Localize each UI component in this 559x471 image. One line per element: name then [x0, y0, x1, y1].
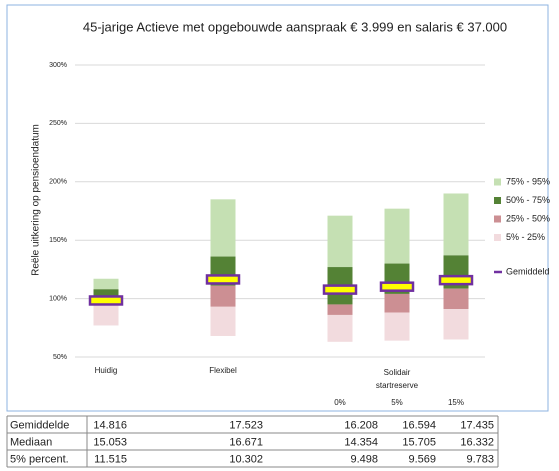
range-bar: [93, 278, 119, 290]
mean-marker: [379, 281, 415, 292]
table-row-label: Gemiddelde: [10, 419, 69, 431]
table-row-label: Mediaan: [10, 436, 52, 448]
x-tick-label: 5%: [391, 398, 403, 407]
y-axis-label: Reële uitkering op pensioendatum: [31, 124, 42, 276]
table-cell: 15.705: [402, 436, 436, 448]
range-bar: [210, 285, 236, 307]
table-cell: 9.783: [466, 453, 494, 465]
x-tick-label: 0%: [334, 398, 346, 407]
range-bar: [384, 312, 410, 341]
x-tick-label: 15%: [448, 398, 464, 407]
table-cell: 17.435: [460, 419, 494, 431]
x-tick-label: Flexibel: [209, 366, 237, 375]
table-cell: 14.354: [344, 436, 378, 448]
legend-swatch: [494, 234, 501, 241]
table-cell: 15.053: [93, 436, 127, 448]
table-cell: 9.498: [350, 453, 378, 465]
table-cell: 14.816: [93, 419, 127, 431]
y-tick-label: 50%: [53, 354, 67, 361]
table-cell: 17.523: [229, 419, 263, 431]
range-bar: [93, 289, 119, 299]
y-tick-label: 200%: [49, 179, 67, 186]
table-cell: 9.569: [408, 453, 436, 465]
range-bar: [443, 193, 469, 256]
mean-marker: [438, 274, 474, 286]
mean-marker: [205, 274, 241, 285]
group-label: Solidair: [384, 368, 411, 377]
range-bar: [384, 208, 410, 264]
mean-marker: [322, 284, 358, 295]
y-tick-label: 150%: [49, 237, 67, 244]
range-bar: [384, 293, 410, 313]
mean-marker: [88, 295, 124, 306]
table-cell: 16.594: [402, 419, 436, 431]
range-bar: [443, 288, 469, 310]
group-label: startreserve: [376, 381, 419, 390]
legend-swatch: [494, 178, 501, 186]
range-bar: [210, 199, 236, 257]
legend-label: 25% - 50%: [506, 213, 550, 223]
table-cell: 16.332: [460, 436, 494, 448]
range-bar: [327, 314, 353, 342]
table-cell: 16.671: [229, 436, 263, 448]
y-tick-label: 100%: [49, 295, 67, 302]
y-tick-label: 300%: [49, 62, 67, 69]
table-cell: 10.302: [229, 453, 263, 465]
legend-label: 5% - 25%: [506, 232, 545, 242]
x-tick-label: Huidig: [95, 366, 118, 375]
legend-label: Gemiddeld: [506, 266, 550, 276]
chart-title: 45-jarige Actieve met opgebouwde aanspra…: [83, 19, 507, 34]
legend-label: 50% - 75%: [506, 195, 550, 205]
range-bar: [327, 304, 353, 315]
legend-swatch: [494, 197, 501, 204]
range-bar: [93, 305, 119, 326]
y-tick-label: 250%: [49, 120, 67, 127]
table-cell: 11.515: [94, 453, 127, 465]
legend-swatch: [494, 215, 501, 223]
table-cell: 16.208: [344, 419, 378, 431]
legend-label: 75% - 95%: [506, 176, 550, 186]
table-row-label: 5% percent.: [10, 453, 69, 465]
range-bar: [443, 309, 469, 340]
range-bar: [327, 215, 353, 268]
range-bar: [210, 306, 236, 336]
